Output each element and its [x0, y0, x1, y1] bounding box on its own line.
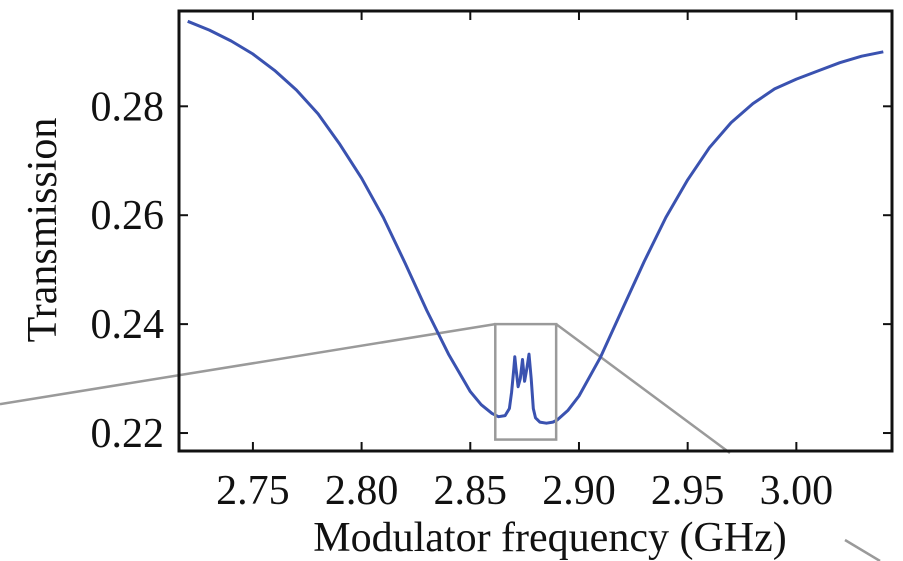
x-tick-label: 2.85 [434, 468, 508, 514]
zoom-line-right-tail [844, 538, 881, 561]
series-layer [187, 19, 884, 425]
inset-box-layer [494, 322, 558, 441]
x-axis-title: Modulator frequency (GHz) [313, 515, 786, 561]
x-tick-label: 2.75 [216, 468, 290, 514]
y-tick-label: 0.28 [91, 84, 165, 130]
x-tick-label: 3.00 [760, 468, 834, 514]
x-tick-label: 2.95 [651, 468, 725, 514]
y-axis-ticks: 0.22 0.24 0.26 0.28 [91, 84, 892, 457]
y-tick-label: 0.26 [91, 193, 165, 239]
y-tick-label: 0.22 [91, 411, 165, 457]
y-tick-label: 0.24 [91, 302, 165, 348]
series-line-0 [187, 19, 884, 425]
zoom-line-right [555, 323, 731, 455]
y-axis-title: Transmission [20, 118, 66, 343]
inset-box [494, 322, 558, 441]
inset-zoom-lines [0, 322, 881, 561]
zoom-line-left [0, 322, 496, 406]
x-tick-label: 2.90 [542, 468, 616, 514]
x-axis-ticks: 2.75 2.80 2.85 2.90 2.95 3.00 [216, 11, 833, 514]
plot-frame [177, 9, 894, 453]
x-tick-label: 2.80 [325, 468, 399, 514]
